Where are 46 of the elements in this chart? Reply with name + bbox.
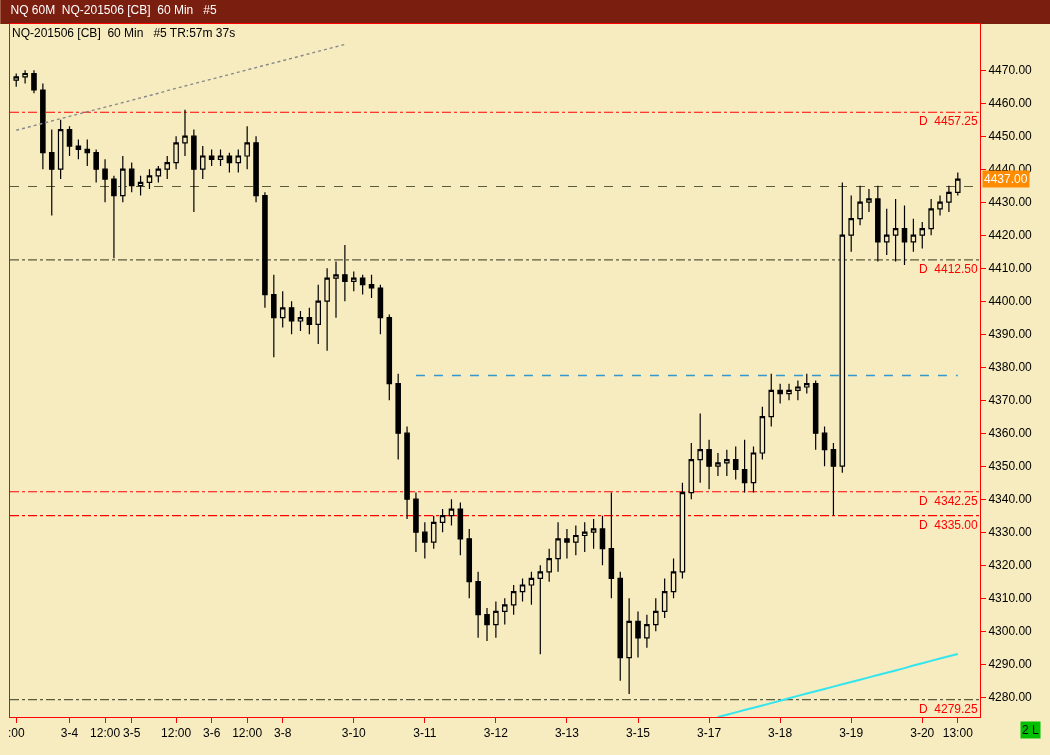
text: 2 L (1022, 723, 1040, 737)
y-tick-label: 4380.00 (988, 360, 1033, 375)
x-tick-label: 12:00 (161, 726, 192, 741)
x-tick-label: 3-12 (483, 726, 509, 741)
y-tick-label: 4290.00 (988, 657, 1033, 672)
x-tick-label: 12:00 (90, 726, 121, 741)
y-tick-label: 4470.00 (988, 63, 1033, 78)
y-tick-label: 4310.00 (988, 591, 1033, 606)
x-tick-label: 13:00 (942, 726, 974, 741)
ref-line-label: D 4342.25 (919, 494, 979, 508)
x-tick-label: 3-17 (697, 726, 722, 741)
y-tick-label: 4320.00 (988, 558, 1033, 573)
y-tick-label: 4400.00 (988, 294, 1033, 309)
x-tick-label: 12:00 (232, 726, 263, 741)
y-tick-label: 4450.00 (988, 129, 1033, 144)
y-tick-label: 4370.00 (988, 393, 1033, 408)
y-tick-label: 4390.00 (988, 327, 1033, 342)
x-tick-label: :00 (7, 726, 25, 741)
x-tick-label: 3-4 (60, 726, 79, 741)
x-tick-label: 3-10 (341, 726, 367, 741)
x-tick-label: 3-11 (413, 726, 437, 741)
y-tick-label: 4420.00 (988, 228, 1033, 243)
y-tick-label: 4360.00 (988, 426, 1033, 441)
y-tick-label: 4430.00 (988, 195, 1033, 210)
ref-line-label: D 4457.25 (919, 114, 979, 128)
x-tick-label: 3-20 (910, 726, 935, 741)
x-tick-label: 3-5 (123, 726, 141, 741)
y-tick-label: 4280.00 (988, 690, 1033, 705)
y-tick-label: 4340.00 (988, 492, 1033, 507)
chart-title: NQ 60M NQ-201506 [CB] 60 Min #5 (10, 3, 217, 18)
y-tick-label: 4460.00 (988, 96, 1033, 111)
x-tick-label: 3-15 (625, 726, 651, 741)
text: 4437.00 (984, 172, 1028, 186)
x-tick-label: 3-8 (274, 726, 292, 741)
y-tick-label: 4330.00 (988, 525, 1033, 540)
x-tick-label: 3-13 (554, 726, 580, 741)
x-tick-label: 3-6 (202, 726, 221, 741)
ref-line-label: D 4335.00 (919, 518, 979, 532)
chart-subtitle: NQ-201506 [CB] 60 Min #5 TR:57m 37s (12, 26, 236, 40)
y-tick-label: 4350.00 (988, 459, 1033, 474)
y-tick-label: 4300.00 (988, 624, 1033, 639)
y-tick-label: 4410.00 (988, 261, 1033, 276)
x-tick-label: 3-19 (839, 726, 864, 741)
ref-line-label: D 4279.25 (919, 702, 979, 716)
ref-line-label: D 4412.50 (919, 262, 979, 276)
x-tick-label: 3-18 (768, 726, 793, 741)
